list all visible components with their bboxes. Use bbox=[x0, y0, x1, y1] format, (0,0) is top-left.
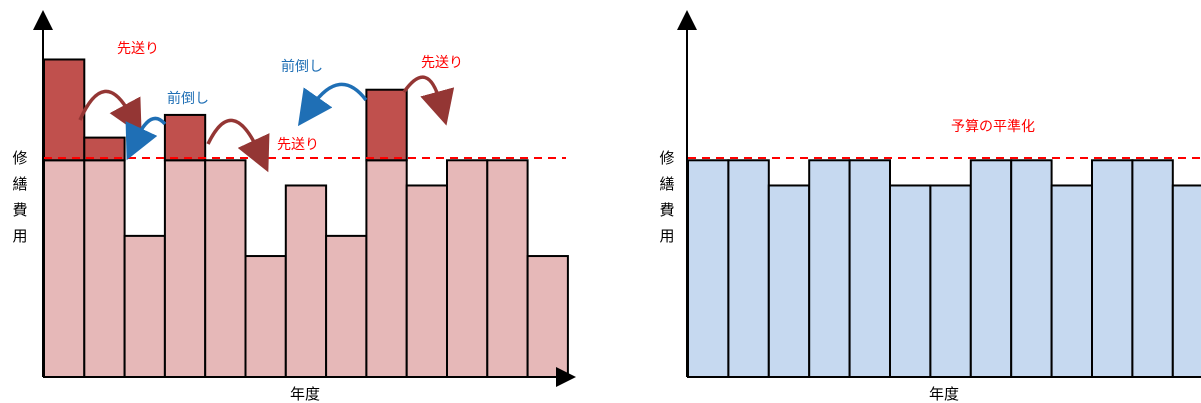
advance-label-1: 前倒し bbox=[167, 90, 209, 107]
left-bar-7 bbox=[284, 184, 328, 378]
left-excess-bar-1 bbox=[43, 58, 86, 162]
right-bar-7 bbox=[929, 184, 972, 378]
left-bar-8 bbox=[325, 234, 368, 378]
right-bar-9 bbox=[1010, 159, 1053, 378]
defer-label-1: 先送り bbox=[117, 41, 159, 57]
right-bar-8 bbox=[969, 159, 1013, 378]
left-bar-3 bbox=[123, 234, 166, 378]
left-bar-13 bbox=[526, 255, 569, 379]
left-ylabel-char-1: 修 bbox=[12, 149, 27, 167]
leveling-label: 予算の平準化 bbox=[951, 119, 1035, 135]
left-bar-9 bbox=[365, 159, 408, 378]
left-excess-bar-2 bbox=[83, 136, 126, 162]
left-bar-11 bbox=[446, 159, 489, 378]
left-ylabel-char-3: 費 bbox=[12, 201, 27, 219]
left-bar-5 bbox=[204, 159, 247, 378]
defer-label-2: 先送り bbox=[277, 137, 319, 153]
defer-arrow-2 bbox=[206, 118, 270, 173]
left-bar-2 bbox=[83, 159, 126, 378]
right-ylabel-char-2: 繕 bbox=[659, 175, 674, 193]
right-bar-12 bbox=[1131, 159, 1174, 378]
right-ylabel-char-3: 費 bbox=[659, 201, 674, 219]
right-bar-10 bbox=[1050, 184, 1093, 378]
right-bar-2 bbox=[727, 159, 770, 378]
left-bar-10 bbox=[405, 184, 449, 378]
right-xlabel: 年度 bbox=[929, 385, 959, 403]
left-bar-1 bbox=[43, 159, 86, 378]
right-bar-group bbox=[687, 159, 1201, 378]
left-ylabel-char-2: 繕 bbox=[12, 175, 27, 193]
right-bar-4 bbox=[808, 159, 851, 378]
defer-arrow-1 bbox=[78, 89, 142, 136]
advance-arrow-2 bbox=[297, 82, 368, 127]
left-bar-12 bbox=[486, 159, 529, 378]
right-ylabel-char-4: 用 bbox=[659, 227, 674, 245]
right-bar-6 bbox=[889, 184, 932, 378]
advance-label-2: 前倒し bbox=[281, 58, 323, 75]
left-excess-bar-9 bbox=[365, 88, 408, 162]
right-bar-1 bbox=[687, 159, 730, 378]
left-xlabel: 年度 bbox=[290, 385, 320, 403]
defer-label-3: 先送り bbox=[421, 55, 463, 71]
right-bar-5 bbox=[848, 159, 891, 378]
left-chart: 修 繕 費 用 年度 先送り 前倒し 先送り 前倒し 先送り bbox=[12, 10, 576, 403]
left-bar-4 bbox=[163, 159, 207, 378]
left-bar-6 bbox=[244, 255, 287, 379]
right-bar-11 bbox=[1091, 159, 1134, 378]
defer-arrow-3 bbox=[402, 75, 455, 126]
left-ylabel-char-4: 用 bbox=[12, 227, 27, 245]
right-chart: 修 繕 費 用 年度 予算の平準化 bbox=[659, 10, 1201, 403]
right-bar-13 bbox=[1171, 184, 1201, 378]
right-ylabel-char-1: 修 bbox=[659, 149, 674, 167]
left-excess-bar-4 bbox=[163, 113, 207, 162]
right-bar-3 bbox=[767, 184, 811, 378]
left-bar-group bbox=[43, 58, 569, 379]
advance-arrow-1 bbox=[125, 116, 167, 161]
